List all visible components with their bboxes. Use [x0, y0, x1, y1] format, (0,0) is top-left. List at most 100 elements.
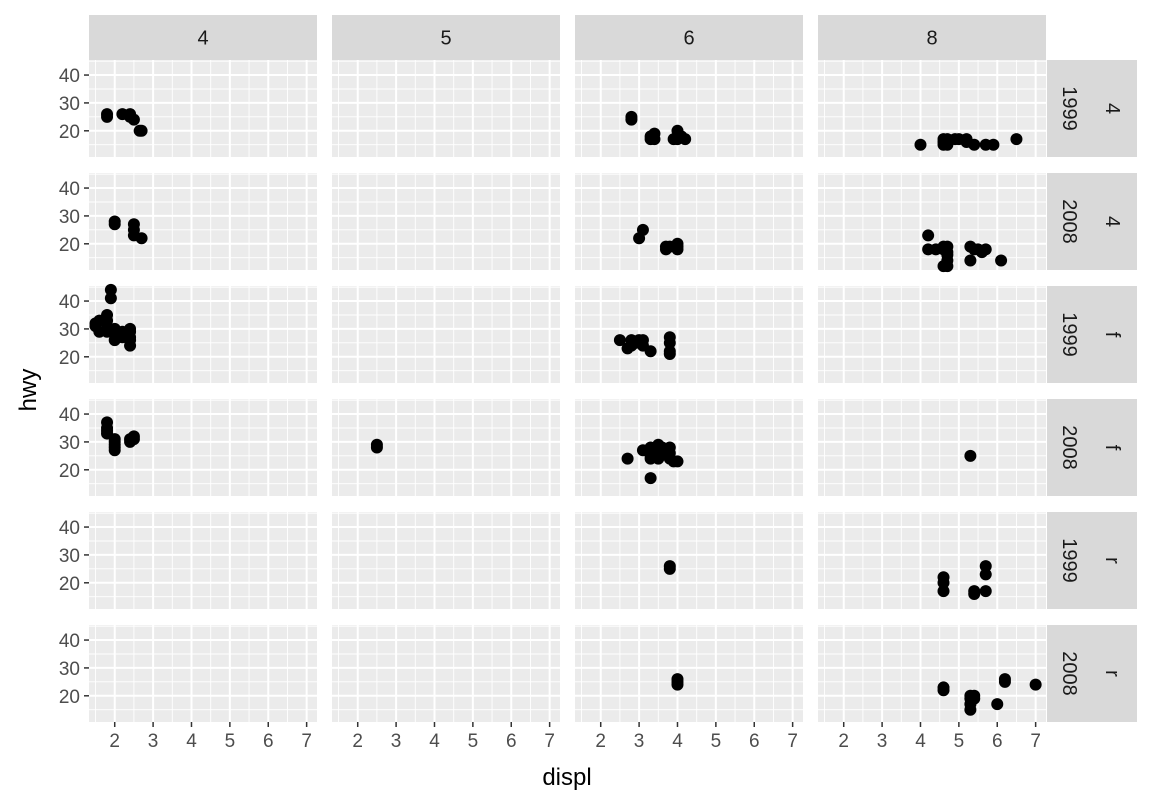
panel-r1-c1: [332, 173, 560, 270]
column-strip-4: [89, 15, 317, 60]
panel-background: [89, 625, 317, 722]
panel-r2-c3: [818, 286, 1046, 383]
data-point: [127, 113, 140, 126]
panel-r2-c0: [89, 283, 317, 383]
data-point: [964, 449, 977, 462]
panel-background: [89, 173, 317, 270]
y-tick-label: 40: [59, 292, 80, 313]
panel-r4-c1: [332, 512, 560, 609]
panel-background: [89, 399, 317, 496]
data-point: [979, 560, 992, 573]
panel-background: [89, 60, 317, 157]
data-point: [644, 345, 657, 358]
y-tick-label: 20: [59, 235, 80, 256]
row-strip-drv-label: r: [1101, 557, 1123, 564]
panel-r5-c0: [89, 625, 317, 722]
row-strips: 1999 4 2008 4 1999 f 2008 f 1999 r 2008 r: [1047, 60, 1137, 722]
row-strip-2008-r: [1047, 625, 1137, 722]
data-point: [914, 138, 927, 151]
y-tick-label: 40: [59, 631, 80, 652]
data-point: [120, 328, 133, 341]
row-strip-drv-label: r: [1101, 670, 1123, 677]
data-point: [663, 336, 676, 349]
data-point: [104, 292, 117, 305]
data-point: [979, 243, 992, 256]
column-strip-label: 8: [926, 28, 937, 50]
y-tick-label: 30: [59, 94, 80, 115]
x-tick-label: 5: [711, 731, 722, 752]
data-point: [644, 472, 657, 485]
x-axis-title: displ: [542, 764, 591, 791]
row-strip-1999-r: [1047, 512, 1137, 609]
y-tick-label: 20: [59, 122, 80, 143]
data-point: [937, 576, 950, 589]
y-tick-label: 20: [59, 687, 80, 708]
y-tick-label: 30: [59, 546, 80, 567]
panel-r5-c2: [575, 625, 803, 722]
data-point: [998, 675, 1011, 688]
panel-r1-c3: [818, 173, 1046, 273]
panel-background: [89, 512, 317, 609]
data-point: [987, 138, 1000, 151]
x-tick-label: 6: [749, 731, 760, 752]
panel-background: [332, 60, 560, 157]
panel-background: [332, 399, 560, 496]
panel-r2-c2: [575, 286, 803, 383]
x-axes: 2 3 4 5 6 7 2 3 4 5 6 7 2 3 4 5 6 7 2 3 4 5 6 7: [109, 722, 1041, 752]
x-tick-label: 6: [992, 731, 1003, 752]
panel-background: [818, 399, 1046, 496]
panel-background: [575, 286, 803, 383]
panel-r3-c1: [332, 399, 560, 496]
column-strip-label: 4: [197, 28, 208, 50]
data-point: [937, 684, 950, 697]
data-point: [621, 452, 634, 465]
data-point: [937, 260, 950, 273]
panel-r1-c2: [575, 173, 803, 270]
column-strip-8: [818, 15, 1046, 60]
data-point: [922, 229, 935, 242]
column-strip-label: 5: [440, 28, 451, 50]
x-tick-label: 4: [915, 731, 926, 752]
x-tick-label: 3: [877, 731, 888, 752]
x-tick-label: 3: [391, 731, 402, 752]
data-point: [679, 133, 692, 146]
y-tick-label: 40: [59, 405, 80, 426]
data-point: [968, 138, 981, 151]
column-strips: 4 5 6 8: [89, 15, 1046, 60]
panel-r3-c0: [89, 399, 317, 496]
x-tick-label: 3: [634, 731, 645, 752]
data-point: [671, 455, 684, 468]
data-point: [979, 585, 992, 598]
data-point: [663, 562, 676, 575]
x-tick-label: 4: [672, 731, 683, 752]
panel-background: [818, 60, 1046, 157]
panel-r5-c1: [332, 625, 560, 722]
y-tick-label: 30: [59, 320, 80, 341]
data-point: [995, 254, 1008, 267]
x-tick-label: 6: [263, 731, 274, 752]
row-strip-year-label: 2008: [1058, 651, 1080, 696]
y-tick-label: 20: [59, 348, 80, 369]
panel-r0-c0: [89, 60, 317, 157]
row-strip-2008-f: [1047, 399, 1137, 496]
x-tick-label: 4: [186, 731, 197, 752]
data-point: [964, 703, 977, 716]
column-strip-5: [332, 15, 560, 60]
y-tick-label: 20: [59, 461, 80, 482]
x-tick-label: 2: [109, 731, 120, 752]
panel-r4-c2: [575, 512, 803, 609]
x-tick-label: 7: [544, 731, 555, 752]
row-strip-drv-label: f: [1101, 445, 1123, 451]
data-point: [625, 113, 638, 126]
row-strip-year-label: 1999: [1058, 538, 1080, 583]
x-tick-label: 3: [148, 731, 159, 752]
row-strip-year-label: 1999: [1058, 86, 1080, 131]
row-strip-year-label: 2008: [1058, 425, 1080, 470]
data-point: [124, 339, 137, 352]
data-point: [968, 692, 981, 705]
data-point: [133, 124, 146, 137]
data-point: [979, 568, 992, 581]
y-tick-label: 30: [59, 659, 80, 680]
panel-background: [818, 625, 1046, 722]
